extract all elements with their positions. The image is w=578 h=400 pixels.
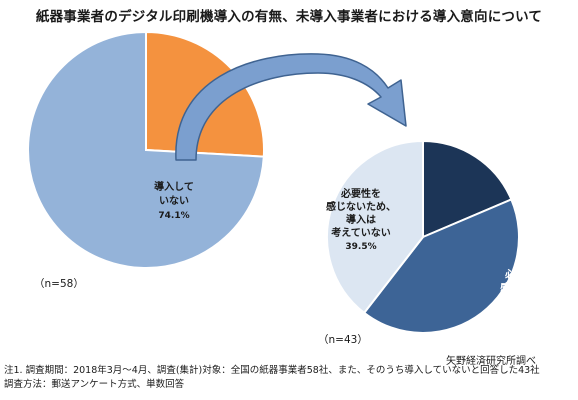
arrow-connector <box>175 53 407 161</box>
source-credit: 矢野経済研究所調べ <box>446 356 536 367</box>
slice-considering-label: 必要性を感じるので、いずれは導入を検討 18.6% <box>482 114 542 179</box>
slice-not-installed <box>27 30 265 269</box>
footnotes: 注1. 調査期間：2018年3月～4月、調査(集計)対象：全国の紙器事業者58社… <box>4 364 540 392</box>
sample-size-label-1: （n=58） <box>34 278 84 290</box>
slice-not-considering-label: 必要性は感じるが、導入は考えていない 41.9% <box>495 268 555 333</box>
slice-considering <box>422 139 513 239</box>
chart-title: 紙器事業者のデジタル印刷機導入の有無、未導入事業者における導入意向について <box>35 9 543 25</box>
slice-no-need <box>326 139 424 315</box>
slice-no-need-label: 必要性を感じないため、導入は考えていない 39.5% <box>326 187 396 252</box>
arrow-shape <box>175 53 407 161</box>
footnote-2: 調査方法：郵送アンケート方式、単数回答 <box>4 379 185 390</box>
pie-chart-intention: 必要性を感じるので、いずれは導入を検討 18.6% 必要性は感じるが、導入は考えてい… <box>326 114 555 334</box>
slice-not-installed-label: 導入していない 74.1% <box>154 180 194 221</box>
sample-size-label-2: （n=43） <box>318 334 368 346</box>
footnote-1: 注1. 調査期間：2018年3月～4月、調査(集計)対象：全国の紙器事業者58社… <box>4 365 540 376</box>
slice-not-considering <box>362 198 520 334</box>
